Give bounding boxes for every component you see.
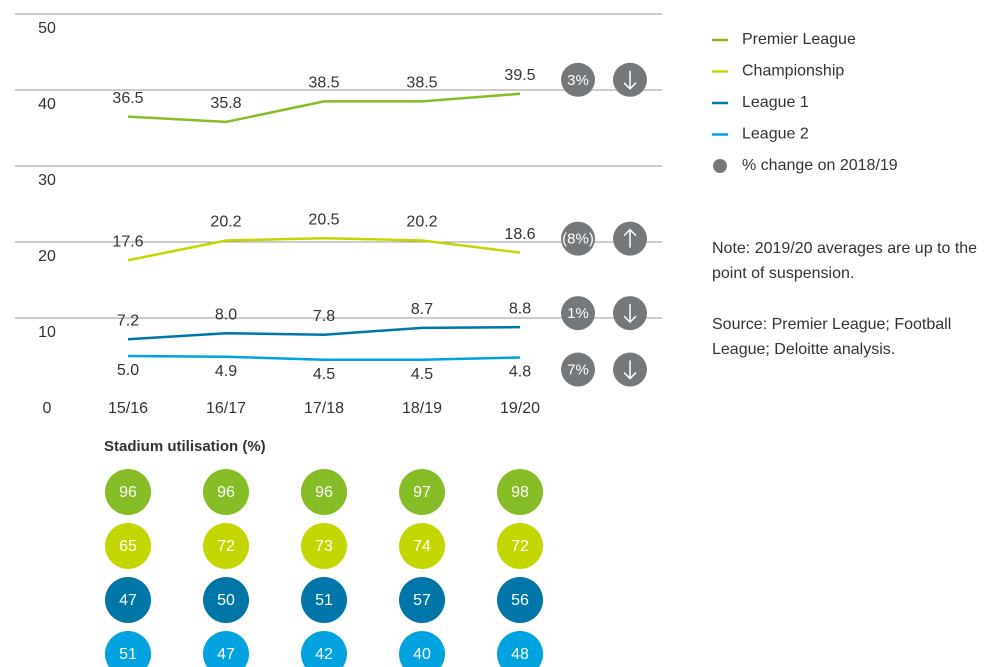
legend-swatch	[713, 159, 727, 173]
y-tick-label: 10	[38, 324, 56, 341]
note: Note: 2019/20 averages are up to the poi…	[712, 240, 978, 282]
data-label: 35.8	[210, 95, 241, 112]
utilisation-circle	[497, 577, 543, 623]
data-label: 8.7	[411, 301, 433, 318]
utilisation-label: 40	[413, 646, 431, 663]
change-badge	[561, 221, 595, 256]
change-badge	[561, 296, 595, 331]
utilisation-circle	[105, 577, 151, 623]
data-label: 7.2	[117, 312, 139, 329]
x-tick-label: 19/20	[500, 400, 540, 417]
utilisation-label: 65	[119, 538, 137, 555]
legend-label: Premier League	[742, 31, 856, 48]
utilisation-label: 97	[413, 484, 431, 501]
utilisation-label: 57	[413, 592, 431, 609]
change-arrow	[623, 360, 637, 380]
change-label: 3%	[567, 72, 589, 89]
utilisation-circle	[203, 469, 249, 515]
utilisation-circle	[203, 523, 249, 569]
data-label: 17.6	[112, 233, 143, 250]
change-badge	[561, 352, 595, 387]
utilisation-circle	[301, 469, 347, 515]
change-arrow	[623, 304, 637, 324]
utilisation-label: 50	[217, 592, 235, 609]
utilisation-label: 48	[511, 646, 529, 663]
legend-label: % change on 2018/19	[742, 157, 898, 174]
change-label: 7%	[567, 361, 589, 378]
utilisation-label: 72	[217, 538, 235, 555]
change-badge	[561, 62, 595, 97]
utilisation-title: Stadium utilisation (%)	[104, 438, 266, 455]
change-arrow	[623, 228, 637, 248]
series-line	[127, 354, 521, 362]
series-line	[127, 236, 521, 262]
utilisation-circle	[399, 631, 445, 667]
x-tick-label: 15/16	[108, 400, 148, 417]
utilisation-label: 96	[217, 484, 235, 501]
legend-label: Championship	[742, 63, 844, 80]
change-label: (8%)	[562, 231, 594, 248]
data-label: 20.2	[210, 214, 241, 231]
utilisation-circle	[203, 577, 249, 623]
utilisation-label: 51	[119, 646, 137, 663]
x-tick-label: 18/19	[402, 400, 442, 417]
utilisation-label: 42	[315, 646, 333, 663]
legend-label: League 1	[742, 94, 809, 111]
utilisation-label: 72	[511, 538, 529, 555]
legend-label: League 2	[742, 126, 809, 143]
data-label: 4.9	[215, 363, 237, 380]
utilisation-circle	[497, 469, 543, 515]
utilisation-label: 51	[315, 592, 333, 609]
data-label: 38.5	[308, 75, 339, 92]
data-label: 8.0	[215, 306, 237, 323]
y-tick-label: 50	[38, 20, 56, 37]
utilisation-circle	[203, 631, 249, 667]
data-label: 20.2	[406, 214, 437, 231]
data-label: 36.5	[112, 90, 143, 107]
change-label: 1%	[567, 305, 589, 322]
change-arrow	[623, 70, 637, 90]
y-tick-label: 0	[43, 400, 52, 417]
data-label: 4.5	[313, 366, 335, 383]
utilisation-circle	[497, 631, 543, 667]
utilisation-label: 56	[511, 592, 529, 609]
series-line	[127, 92, 521, 124]
utilisation-label: 96	[315, 484, 333, 501]
data-label: 18.6	[504, 226, 535, 243]
utilisation-circle	[399, 577, 445, 623]
utilisation-circle	[301, 523, 347, 569]
utilisation-label: 96	[119, 484, 137, 501]
utilisation-circle	[399, 523, 445, 569]
utilisation-circle	[105, 523, 151, 569]
utilisation-circle	[497, 523, 543, 569]
source: Source: Premier League; Football League;…	[712, 316, 952, 358]
data-label: 4.8	[509, 364, 531, 381]
utilisation-label: 47	[217, 646, 235, 663]
series-line	[127, 325, 521, 341]
data-label: 5.0	[117, 362, 139, 379]
data-label: 39.5	[504, 67, 535, 84]
utilisation-circle	[105, 631, 151, 667]
utilisation-label: 73	[315, 538, 333, 555]
utilisation-label: 47	[119, 592, 137, 609]
x-tick-label: 16/17	[206, 400, 246, 417]
y-tick-label: 20	[38, 248, 56, 265]
data-label: 8.8	[509, 300, 531, 317]
data-label: 38.5	[406, 75, 437, 92]
utilisation-label: 98	[511, 484, 529, 501]
utilisation-circle	[105, 469, 151, 515]
y-tick-label: 30	[38, 172, 56, 189]
data-label: 7.8	[313, 308, 335, 325]
data-label: 4.5	[411, 366, 433, 383]
utilisation-label: 74	[413, 538, 431, 555]
y-tick-label: 40	[38, 96, 56, 113]
data-label: 20.5	[308, 211, 339, 228]
utilisation-circle	[301, 577, 347, 623]
utilisation-circle	[399, 469, 445, 515]
x-tick-label: 17/18	[304, 400, 344, 417]
utilisation-circle	[301, 631, 347, 667]
